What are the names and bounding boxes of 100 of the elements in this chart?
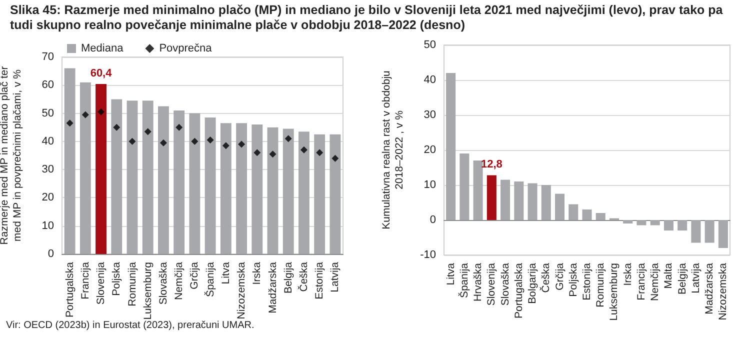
bar	[623, 220, 633, 224]
y-tick-label: 50	[42, 107, 54, 120]
x-tick-label: Irska	[622, 262, 634, 286]
point	[82, 111, 89, 118]
x-tick-label: Španija	[457, 262, 470, 298]
bar	[718, 220, 728, 248]
x-tick-label: Hrvaška	[472, 262, 484, 302]
y-tick-label: 30	[42, 164, 54, 176]
x-tick-label: Grčija	[554, 262, 566, 290]
bar	[500, 180, 510, 220]
bar	[541, 185, 551, 220]
x-tick-label: Nemčija	[173, 262, 186, 300]
bar	[514, 182, 524, 220]
bar	[204, 118, 216, 254]
x-tick-label: Madžarska	[704, 262, 716, 314]
point	[160, 139, 167, 146]
y-tick-label: 0	[48, 248, 54, 260]
point	[206, 136, 214, 144]
x-tick-label: Češka	[539, 262, 552, 293]
x-tick-label: Portugalska	[64, 262, 76, 318]
x-tick-label: Nizozemska	[717, 262, 730, 320]
bar	[664, 220, 674, 230]
y-tick-label: 10	[424, 179, 436, 191]
point	[176, 124, 183, 131]
x-tick-label: Poljska	[110, 262, 123, 296]
bar	[236, 123, 247, 254]
point	[113, 124, 120, 131]
bar	[554, 194, 565, 220]
bar	[96, 84, 106, 254]
bar	[446, 73, 456, 220]
x-tick-label: Luksemburg	[608, 262, 620, 321]
text: Vir: OECD (2023b) in Eurostat (2023), preračuni UMAR.	[6, 320, 254, 331]
bar	[126, 100, 138, 254]
point	[254, 149, 261, 156]
bar	[330, 134, 341, 254]
x-tick-label: Slovenija	[95, 262, 108, 305]
x-tick-label: Slovaška	[157, 262, 170, 305]
bar	[636, 220, 646, 226]
point	[284, 135, 292, 142]
x-tick-label: Francija	[79, 262, 92, 300]
chart-title: Slika 45: Razmerje med minimalno plačo (MP) in mediano je bilo v Sloveniji leta 2021 med največjimi (levo), prav tako pa tudi skupno realno povečanje minimalne plače v obdobju 2018–2022 (desno)	[10, 3, 724, 33]
x-tick-label: Litva	[444, 262, 457, 286]
point	[128, 138, 136, 145]
bar	[568, 204, 578, 220]
x-tick-label: Romunija	[594, 262, 607, 308]
x-tick-label: Malta	[662, 262, 675, 289]
bar	[80, 82, 91, 254]
bar	[650, 220, 660, 226]
y-tick-label: 40	[424, 74, 436, 86]
y-tick-label: 0	[430, 214, 436, 226]
legend-label: Povprečna	[159, 42, 213, 54]
point	[191, 138, 198, 145]
bar	[282, 128, 294, 254]
bar	[582, 210, 592, 220]
y-tick-label: 40	[42, 135, 54, 148]
x-tick-label: Bolgarija	[526, 262, 539, 304]
x-tick-label: Litva	[220, 262, 232, 284]
y-tick-label: 60	[42, 79, 54, 92]
point	[332, 154, 339, 162]
bar	[691, 220, 701, 243]
bar	[111, 99, 122, 254]
legend-label: Mediana	[81, 42, 124, 54]
y-axis-title: Kumulativna realna rast v obdobju 2018–2022 , v %	[380, 70, 406, 230]
point	[269, 150, 276, 158]
x-tick-label: Luksemburg	[142, 262, 154, 320]
x-tick-label: Nizozemska	[236, 262, 248, 320]
x-tick-label: Češka	[296, 262, 310, 292]
point	[300, 146, 308, 154]
point	[222, 142, 230, 150]
y-tick-label: -10	[420, 249, 436, 261]
bar	[64, 68, 76, 254]
bar	[596, 213, 606, 220]
point	[66, 120, 74, 127]
y-tick-label: 10	[42, 220, 54, 232]
x-tick-label: Portugalska	[512, 262, 525, 318]
point	[316, 149, 324, 156]
x-tick-label: Grčija	[188, 262, 201, 290]
x-tick-label: Španija	[203, 262, 216, 298]
x-tick-label: Latvija	[329, 262, 342, 292]
x-tick-label: Slovenija	[486, 262, 498, 306]
x-tick-label: Nemčija	[649, 262, 662, 301]
data-label: 12,8	[480, 158, 502, 171]
x-tick-label: Belgija	[282, 262, 294, 294]
bar	[528, 183, 538, 220]
bar	[158, 106, 169, 254]
point	[238, 140, 246, 148]
x-tick-label: Romunija	[126, 262, 138, 306]
x-tick-label: Estonija	[314, 262, 326, 300]
y-tick-label: 30	[424, 109, 436, 121]
bar	[314, 134, 326, 254]
y-tick-label: 20	[42, 192, 54, 204]
y-tick-label: 70	[42, 51, 54, 63]
y-tick-label: 50	[424, 39, 436, 51]
x-tick-label: Belgija	[676, 262, 688, 295]
bar	[252, 124, 263, 254]
x-tick-label: Francija	[635, 262, 648, 300]
x-tick-label: Poljska	[567, 262, 580, 297]
bar	[220, 123, 232, 254]
bar	[189, 113, 200, 254]
x-tick-label: Estonija	[581, 262, 593, 300]
